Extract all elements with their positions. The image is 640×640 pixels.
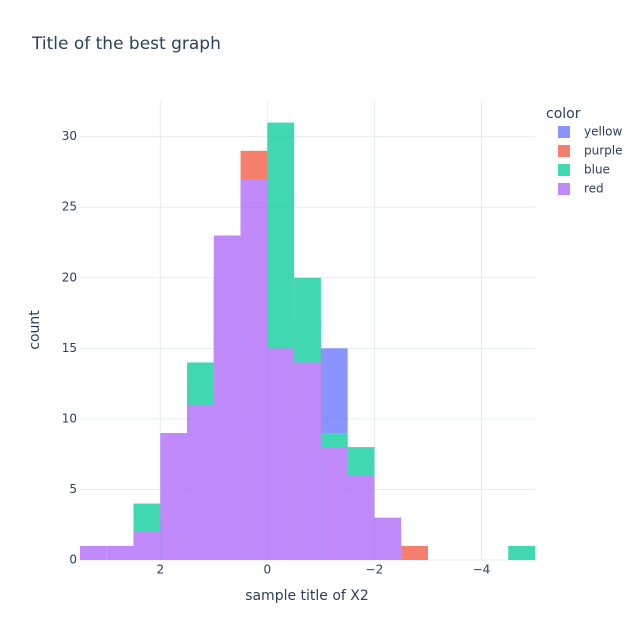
bar [240,179,268,560]
y-tick-label: 30 [62,129,77,143]
y-tick-label: 5 [69,482,77,496]
legend-swatch [558,145,570,157]
x-tick-label: −2 [366,563,384,577]
legend-label[interactable]: purple [584,144,623,158]
legend-swatch [558,126,570,138]
chart-title: Title of the best graph [31,34,221,54]
legend-label[interactable]: yellow [584,125,622,139]
y-tick-label: 15 [62,341,77,355]
bar [374,517,402,560]
bar [213,235,241,560]
x-axis-title: sample title of X2 [245,588,369,604]
legend-swatch [558,164,570,176]
y-axis-title: count [27,310,43,350]
bar [294,362,321,560]
legend-title: color [546,106,581,122]
x-tick-label: 0 [264,563,272,577]
bar [347,475,375,560]
bar [508,545,535,560]
y-tick-label: 0 [69,553,77,567]
legend-label[interactable]: blue [584,163,610,177]
x-tick-label: 2 [156,563,164,577]
x-tick-label: −4 [473,563,491,577]
bar [133,531,161,560]
legend-label[interactable]: red [584,182,604,196]
y-tick-label: 20 [62,270,77,284]
y-tick-label: 10 [62,411,77,425]
bar [267,348,295,560]
bars [80,122,535,560]
y-tick-label: 25 [62,200,77,214]
bar [80,545,107,560]
bar [160,433,188,560]
bar [401,545,428,560]
bar [320,447,348,560]
bar [106,545,134,560]
bar [187,404,214,560]
legend-swatch [558,183,570,195]
